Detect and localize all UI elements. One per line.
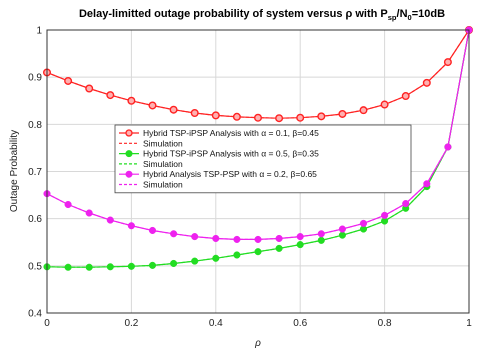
series-1-point — [211, 111, 220, 120]
legend-box — [114, 124, 412, 194]
series-1-point — [317, 112, 326, 121]
series-2-point — [338, 231, 346, 239]
legend-analysis-label: Hybrid TSP-iPSP Analysis with α = 0.5, β… — [143, 149, 319, 159]
y-tick-label: 0.4 — [28, 309, 42, 320]
series-1-point — [338, 109, 347, 118]
series-1-point — [169, 105, 178, 114]
title-sub-sp: sp — [388, 13, 397, 22]
series-3-point — [402, 200, 410, 208]
legend: Hybrid TSP-iPSP Analysis with α = 0.1, β… — [114, 124, 412, 194]
series-2-point — [85, 263, 93, 271]
series-1-point — [275, 114, 284, 123]
simulation-line-3 — [46, 29, 470, 240]
series-3-point — [233, 235, 241, 243]
series-3-point — [317, 230, 325, 238]
series-2-point — [254, 248, 262, 256]
series-3-point — [423, 180, 431, 188]
series-2-point — [170, 259, 178, 268]
series-1-point — [253, 113, 262, 122]
legend-simulation-label: Simulation — [143, 138, 183, 148]
y-tick-label: 0.7 — [28, 167, 42, 178]
series-1-point — [106, 91, 115, 100]
x-tick-label: 0.4 — [209, 318, 223, 329]
plot-frame — [46, 29, 470, 314]
title-main: Delay-limitted outage probability of sys… — [79, 8, 388, 20]
series-1-point — [127, 96, 136, 105]
series-3-point — [85, 209, 93, 217]
legend-analysis-label: Hybrid Analysis TSP-PSP with α = 0.2, β=… — [143, 169, 317, 179]
series-2-point — [317, 236, 325, 244]
series-1-point — [359, 106, 368, 115]
y-tick-label: 0.8 — [28, 120, 42, 131]
series-2-point — [148, 261, 157, 269]
series-1-point — [401, 92, 410, 101]
legend-marker — [125, 129, 133, 137]
legend-marker — [125, 150, 133, 158]
legend-simulation-label: Simulation — [143, 180, 183, 190]
series-2-point — [275, 244, 283, 252]
series-3-point — [127, 222, 135, 230]
series-3-point — [444, 143, 452, 151]
legend-analysis-label: Hybrid TSP-iPSP Analysis with α = 0.1, β… — [143, 128, 319, 138]
series-2-point — [191, 257, 199, 265]
x-tick-label: 0.8 — [378, 318, 392, 329]
legend-marker — [125, 170, 133, 178]
series-2-point — [296, 241, 304, 249]
series-3-point — [359, 219, 368, 227]
y-tick-label: 0.9 — [28, 73, 42, 84]
series-3-point — [275, 234, 283, 243]
series-2-point — [212, 254, 220, 262]
series-2-point — [127, 262, 135, 270]
series-3-point — [296, 233, 304, 241]
legend-simulation-label: Simulation — [143, 159, 183, 169]
series-3-point — [381, 211, 389, 219]
series-3-point — [170, 230, 178, 238]
series-1-point — [148, 101, 157, 110]
series-layer — [43, 26, 474, 271]
series-1-point — [422, 78, 431, 87]
x-axis-label: ρ — [254, 338, 261, 349]
y-tick-label: 1 — [36, 26, 42, 37]
title-sub-0: 0 — [408, 13, 412, 22]
series-1-point — [190, 109, 199, 118]
series-3-point — [254, 235, 262, 243]
series-1-point — [85, 84, 94, 93]
series-3-point — [148, 226, 157, 235]
series-2-point — [64, 263, 72, 271]
y-axis-label: Outage Probability — [9, 130, 20, 212]
x-tick-label: 0.2 — [124, 318, 138, 329]
series-3-point — [64, 200, 72, 209]
y-tick-label: 0.6 — [28, 214, 42, 225]
title-end: =10dB — [412, 8, 445, 20]
series-1-point — [64, 76, 73, 85]
series-2-point — [106, 263, 114, 271]
x-tick-label: 0 — [44, 318, 50, 329]
title-mid: /N — [397, 8, 408, 20]
series-3-point — [212, 234, 220, 243]
series-1-point — [380, 100, 389, 109]
y-tick-label: 0.5 — [28, 261, 42, 272]
series-3-point — [191, 233, 199, 241]
series-1-point — [232, 112, 241, 121]
tick-labels: 0 0.2 0.4 0.6 0.8 1 0.4 0.5 0.6 0.7 0.8 0.9 1 — [28, 26, 472, 330]
series-3-point — [106, 216, 114, 224]
series-2-point — [233, 251, 241, 259]
x-tick-label: 1 — [466, 318, 472, 329]
series-3-point — [338, 225, 346, 233]
x-tick-label: 0.6 — [293, 318, 307, 329]
series-1-point — [443, 58, 452, 67]
chart-title: Delay-limitted outage probability of sys… — [79, 8, 445, 22]
series-1-point — [296, 113, 305, 122]
